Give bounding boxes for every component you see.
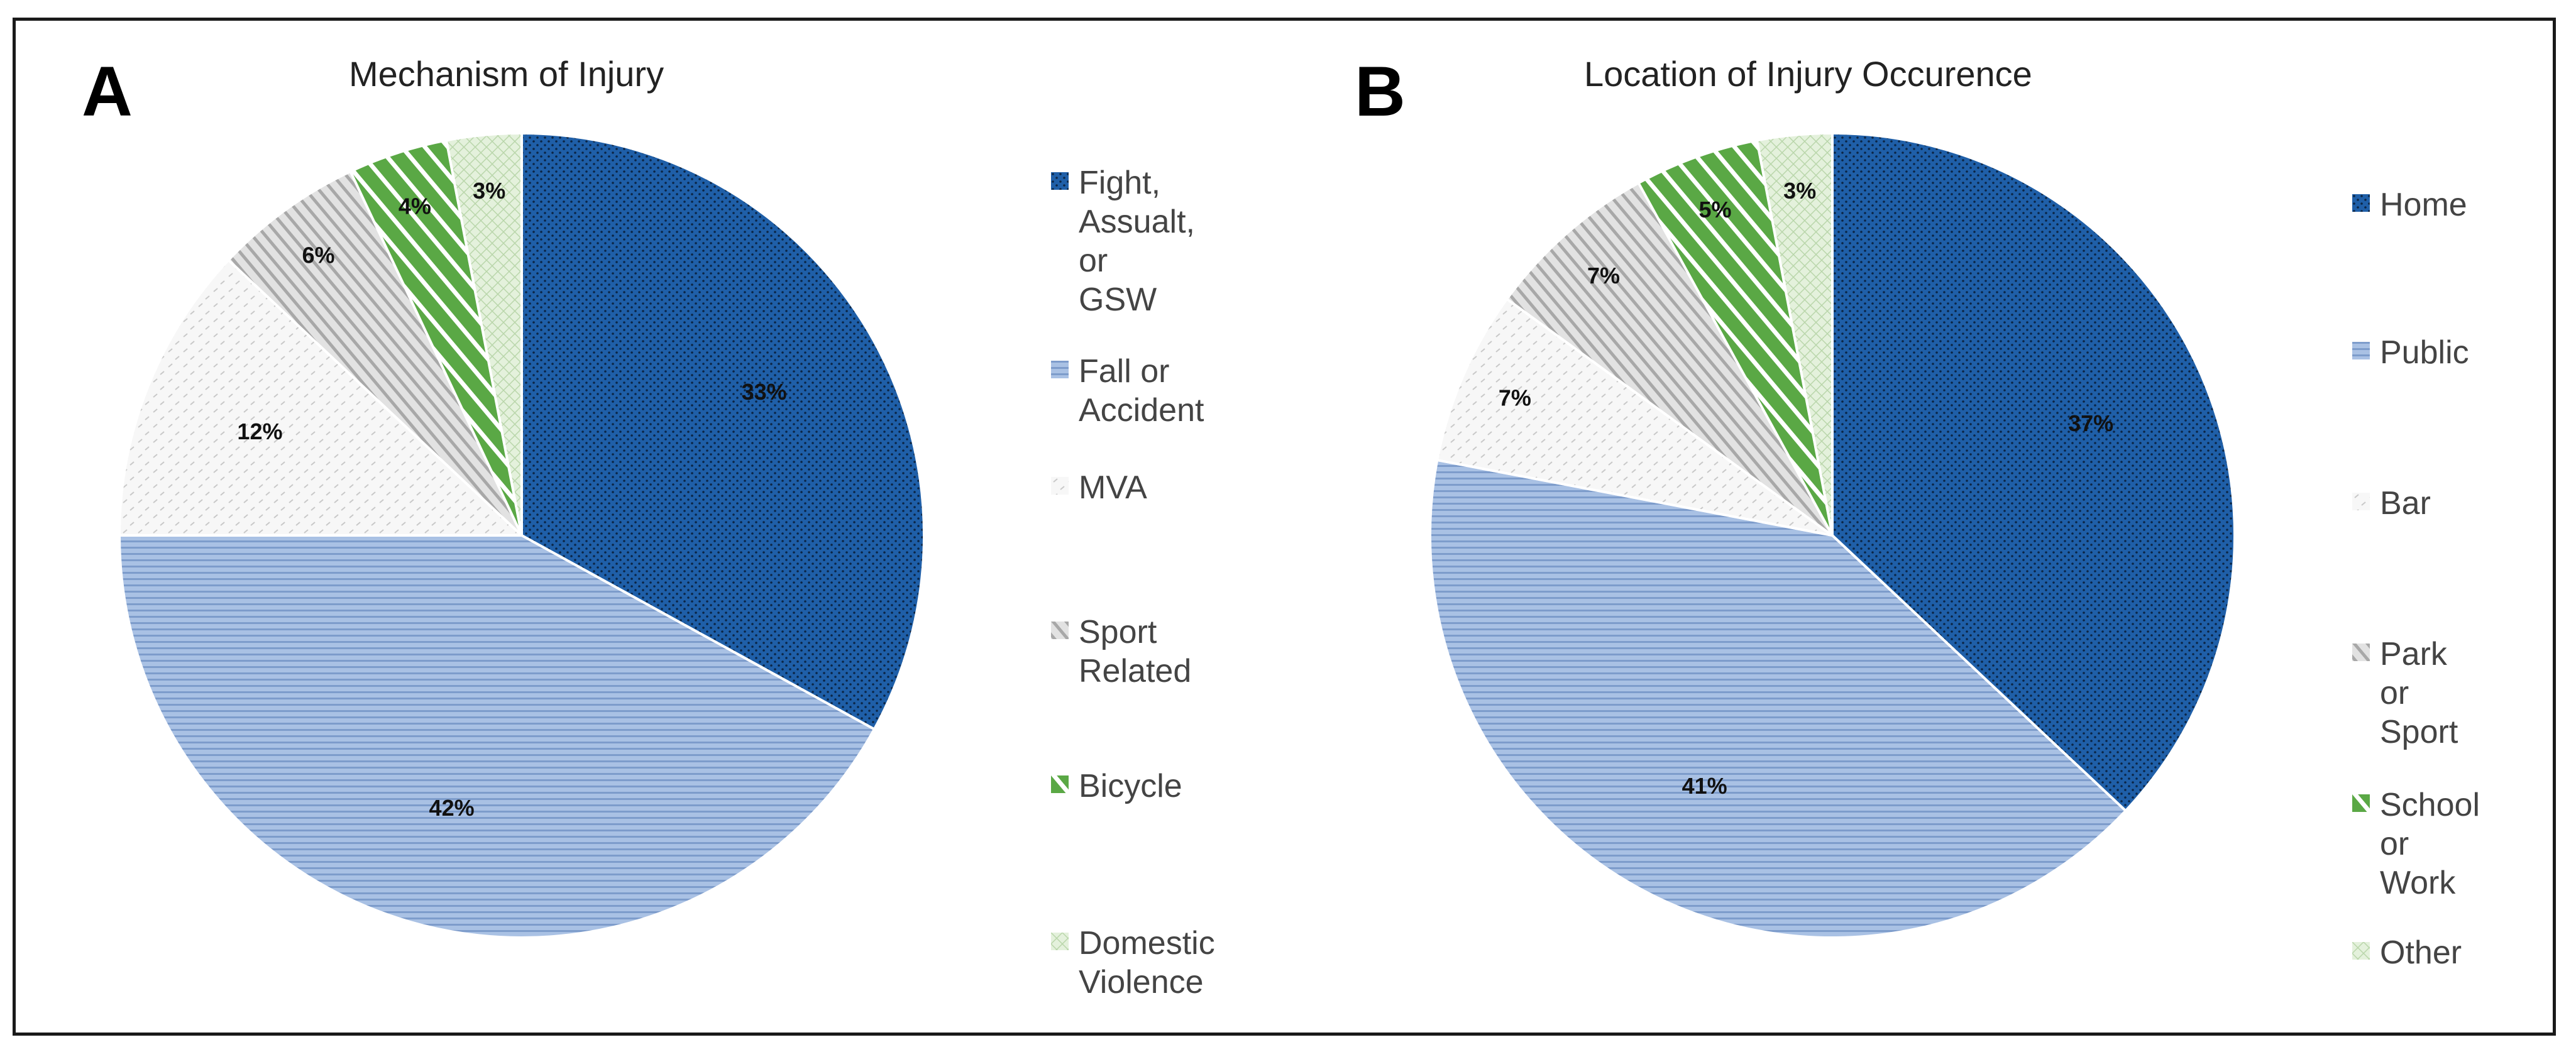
legend-item: Bar — [2352, 484, 2431, 523]
legend-swatch-icon — [1051, 933, 1069, 950]
slice-label-b-0: 37% — [2068, 410, 2113, 436]
legend-swatch-icon — [1051, 172, 1069, 190]
legend-label-line: GSW — [1079, 282, 1157, 318]
slice-label-b-3: 7% — [1587, 263, 1620, 288]
pie-slice-a-5 — [444, 131, 523, 536]
legend-item: Public — [2352, 333, 2469, 372]
legend-swatch-icon — [2352, 493, 2370, 510]
legend-swatch-icon — [2352, 794, 2370, 812]
legend-item: MVA — [1051, 468, 1147, 507]
legend-label-line: Sport — [1079, 614, 1157, 650]
legend-label-line: Park or — [2380, 636, 2447, 711]
legend-label-line: Assualt, or — [1079, 204, 1195, 279]
legend-label: Other — [2380, 933, 2462, 972]
pie-chart-a: 33% 42% 12% 6% 4% 3% — [118, 131, 925, 939]
legend-item: Fight, Assualt, or GSW — [1051, 163, 1195, 319]
legend-item: Home — [2352, 185, 2467, 224]
slice-label-a-3: 6% — [302, 243, 334, 268]
legend-label: Home — [2380, 185, 2467, 224]
slice-label-b-5: 3% — [1783, 178, 1816, 204]
legend-label: School or Work — [2380, 786, 2480, 902]
legend-label-line: Domestic — [1079, 925, 1215, 962]
pie-slice-a-2 — [118, 258, 526, 537]
legend-item: Sport Related — [1051, 613, 1191, 691]
legend-label-line: Work — [2380, 865, 2456, 901]
legend-label-line: Accident — [1079, 392, 1204, 429]
slice-label-b-4: 5% — [1699, 197, 1732, 222]
legend-label: Park or Sport — [2380, 635, 2458, 752]
legend-label: Public — [2380, 333, 2469, 372]
legend-label-line: Home — [2380, 187, 2467, 223]
pie-slice-b-2 — [1436, 297, 1834, 537]
chart-title-b: Location of Injury Occurence — [1584, 54, 2032, 94]
legend-label: Domestic Violence — [1079, 924, 1215, 1002]
legend-label-line: Other — [2380, 934, 2462, 971]
pie-slice-a-3 — [226, 170, 523, 537]
legend-label: Sport Related — [1079, 613, 1191, 691]
legend-swatch-icon — [1051, 775, 1069, 793]
slice-label-a-2: 12% — [237, 419, 282, 444]
legend-label-line: Fight, — [1079, 165, 1161, 201]
legend-swatch-icon — [1051, 477, 1069, 495]
legend-label-line: MVA — [1079, 469, 1147, 506]
legend-label-line: Fall or — [1079, 353, 1170, 390]
slice-label-a-1: 42% — [429, 795, 475, 821]
legend-swatch-icon — [2352, 942, 2370, 960]
pie-slice-b-5 — [1755, 131, 1834, 536]
slice-label-a-0: 33% — [742, 379, 787, 405]
legend-label-line: Bar — [2380, 485, 2431, 522]
figure-frame — [13, 18, 2556, 1036]
legend-label-line: School or — [2380, 787, 2480, 862]
panel-label-a: A — [82, 52, 133, 131]
legend-label-line: Violence — [1079, 964, 1204, 1000]
legend-label: Bicycle — [1079, 767, 1182, 806]
slice-label-b-2: 7% — [1499, 385, 1531, 410]
pie-slice-b-4 — [1636, 138, 1834, 536]
legend-item: Park or Sport — [2352, 635, 2458, 752]
legend-label: Fight, Assualt, or GSW — [1079, 163, 1195, 319]
legend-swatch-icon — [2352, 342, 2370, 359]
chart-title-a: Mechanism of Injury — [349, 54, 664, 94]
legend-item: Domestic Violence — [1051, 924, 1215, 1002]
legend-swatch-icon — [1051, 622, 1069, 639]
slice-label-a-4: 4% — [399, 194, 431, 219]
legend-swatch-icon — [2352, 644, 2370, 661]
pie-slice-a-0 — [520, 131, 925, 731]
legend-label-line: Sport — [2380, 714, 2458, 750]
pie-chart-b: 37% 41% 7% 7% 5% 3% — [1429, 131, 2236, 939]
legend-item: Fall or Accident — [1051, 352, 1204, 430]
pie-slice-b-0 — [1831, 131, 2236, 813]
pie-slice-a-1 — [118, 534, 876, 939]
legend-swatch-icon — [2352, 194, 2370, 212]
legend-item: Other — [2352, 933, 2462, 972]
legend-label: MVA — [1079, 468, 1147, 507]
legend-item: Bicycle — [1051, 767, 1182, 806]
slice-label-a-5: 3% — [473, 178, 505, 204]
legend-label-line: Bicycle — [1079, 768, 1182, 804]
legend-label: Fall or Accident — [1079, 352, 1204, 430]
legend-label-line: Related — [1079, 653, 1192, 689]
panel-label-b: B — [1355, 52, 1406, 131]
pie-slice-b-1 — [1429, 458, 2128, 939]
legend-swatch-icon — [1051, 361, 1069, 378]
legend-label-line: Public — [2380, 334, 2469, 371]
slice-label-b-1: 41% — [1682, 773, 1727, 799]
pie-slice-b-3 — [1505, 181, 1834, 537]
legend-item: School or Work — [2352, 786, 2480, 902]
legend-label: Bar — [2380, 484, 2431, 523]
